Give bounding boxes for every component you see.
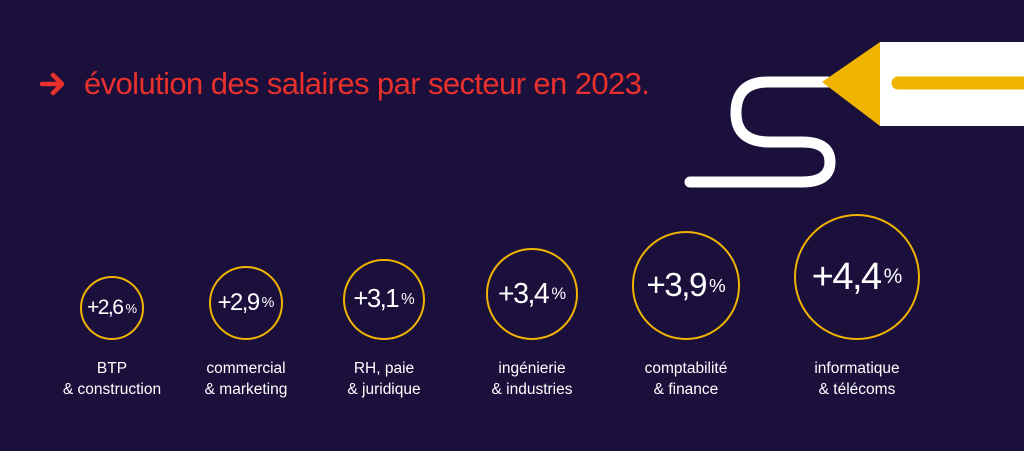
percent-unit: % — [125, 300, 138, 316]
pencil-stroke-line — [684, 76, 836, 188]
value-bubble: +3,9% — [631, 231, 741, 340]
value-bubble: +3,4% — [486, 248, 578, 340]
percent-unit: % — [261, 294, 275, 311]
value-label: +3,1 — [353, 284, 399, 313]
category-label: RH, paie & juridique — [299, 358, 469, 400]
value-bubble: +2,9% — [208, 265, 284, 340]
category-label-line: ingénierie — [498, 360, 566, 377]
value-label: +3,4 — [497, 277, 550, 310]
category-label-line: & finance — [653, 381, 719, 398]
category-label-line: BTP — [96, 360, 128, 377]
value-label: +3,9 — [646, 266, 707, 304]
value-label: +4,4 — [811, 255, 883, 298]
category-label-line: & juridique — [347, 381, 421, 398]
category-label: ingénierie & industries — [447, 358, 617, 400]
category-label: commercial & marketing — [161, 358, 331, 400]
category-label-line: & construction — [62, 381, 162, 398]
percent-unit: % — [401, 290, 415, 308]
title-text: évolution des salaires par secteur en 20… — [84, 66, 650, 101]
arrow-right-icon — [40, 72, 65, 96]
category-label: comptabilité & finance — [601, 358, 771, 400]
category-label-line: informatique — [814, 360, 900, 377]
value-label: +2,9 — [217, 288, 261, 316]
percent-unit: % — [551, 284, 567, 304]
category-label-line: & industries — [491, 381, 573, 398]
category-label: informatique & télécoms — [772, 358, 942, 400]
percent-unit: % — [708, 274, 726, 296]
value-bubble: +4,4% — [794, 214, 920, 340]
page-title: évolution des salaires par secteur en 20… — [40, 66, 650, 102]
category-label: BTP & construction — [27, 358, 197, 400]
category-label-line: comptabilité — [644, 360, 728, 377]
category-label-line: & marketing — [204, 381, 288, 398]
category-label-line: commercial — [206, 360, 286, 377]
category-label-line: RH, paie — [353, 360, 415, 377]
pencil-tip — [822, 42, 880, 126]
percent-unit: % — [883, 265, 903, 288]
category-label-line: & télécoms — [818, 381, 896, 398]
value-label: +2,6 — [86, 296, 124, 319]
value-bubble: +3,1% — [343, 258, 425, 340]
value-bubble: +2,6% — [80, 276, 144, 340]
